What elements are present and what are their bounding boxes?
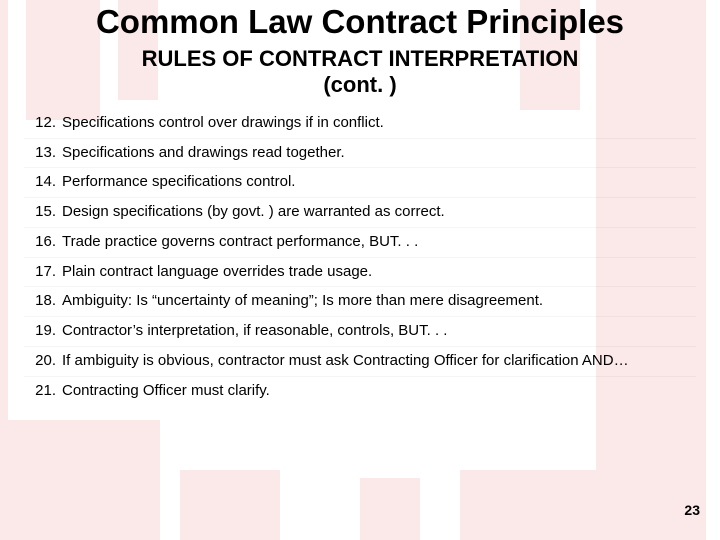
rule-number: 21. bbox=[30, 382, 56, 401]
rule-text: If ambiguity is obvious, contractor must… bbox=[62, 352, 696, 371]
list-item: 15. Design specifications (by govt. ) are… bbox=[24, 197, 696, 227]
rule-number: 13. bbox=[30, 144, 56, 163]
slide-content: Common Law Contract Principles RULES OF … bbox=[0, 0, 720, 540]
rule-text: Ambiguity: Is “uncertainty of meaning”; … bbox=[62, 292, 696, 311]
rule-number: 14. bbox=[30, 173, 56, 192]
list-item: 21. Contracting Officer must clarify. bbox=[24, 376, 696, 406]
rule-number: 15. bbox=[30, 203, 56, 222]
slide-subtitle: RULES OF CONTRACT INTERPRETATION (cont. … bbox=[24, 46, 696, 97]
list-item: 19. Contractor’s interpretation, if reaso… bbox=[24, 316, 696, 346]
rule-number: 17. bbox=[30, 263, 56, 282]
rule-number: 20. bbox=[30, 352, 56, 371]
rule-text: Specifications control over drawings if … bbox=[62, 114, 696, 133]
list-item: 12. Specifications control over drawings … bbox=[24, 109, 696, 138]
rule-text: Contractor’s interpretation, if reasonab… bbox=[62, 322, 696, 341]
rule-text: Plain contract language overrides trade … bbox=[62, 263, 696, 282]
rule-text: Trade practice governs contract performa… bbox=[62, 233, 696, 252]
list-item: 13. Specifications and drawings read toge… bbox=[24, 138, 696, 168]
rule-text: Performance specifications control. bbox=[62, 173, 696, 192]
list-item: 18. Ambiguity: Is “uncertainty of meaning… bbox=[24, 286, 696, 316]
rule-text: Specifications and drawings read togethe… bbox=[62, 144, 696, 163]
rule-number: 19. bbox=[30, 322, 56, 341]
rule-number: 18. bbox=[30, 292, 56, 311]
list-item: 14. Performance specifications control. bbox=[24, 167, 696, 197]
rule-number: 16. bbox=[30, 233, 56, 252]
page-number: 23 bbox=[684, 502, 700, 518]
list-item: 20. If ambiguity is obvious, contractor m… bbox=[24, 346, 696, 376]
list-item: 16. Trade practice governs contract perfo… bbox=[24, 227, 696, 257]
subtitle-line-2: (cont. ) bbox=[323, 72, 396, 97]
rules-list: 12. Specifications control over drawings … bbox=[24, 109, 696, 406]
rule-number: 12. bbox=[30, 114, 56, 133]
slide-title: Common Law Contract Principles bbox=[24, 4, 696, 40]
rule-text: Design specifications (by govt. ) are wa… bbox=[62, 203, 696, 222]
subtitle-line-1: RULES OF CONTRACT INTERPRETATION bbox=[142, 46, 579, 71]
list-item: 17. Plain contract language overrides tra… bbox=[24, 257, 696, 287]
rule-text: Contracting Officer must clarify. bbox=[62, 382, 696, 401]
